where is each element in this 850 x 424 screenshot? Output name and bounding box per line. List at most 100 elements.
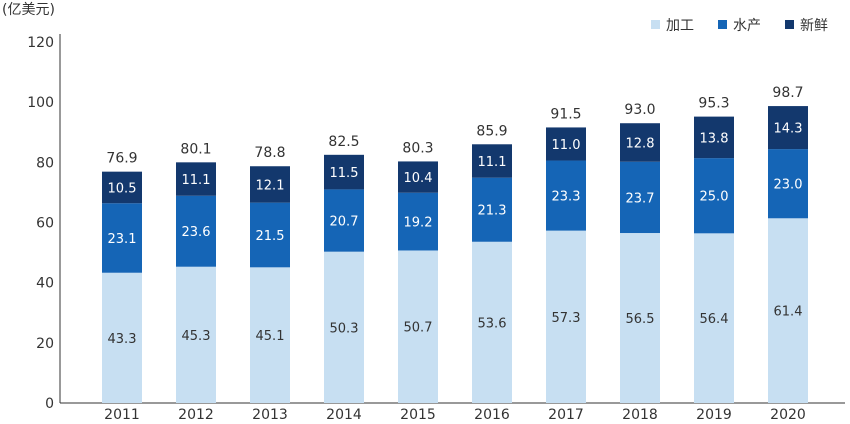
y-tick-label: 60 bbox=[36, 216, 54, 232]
bar-stack: 56.4 25.0 13.8 95.3 bbox=[694, 96, 734, 403]
data-label: 23.3 bbox=[552, 190, 581, 205]
bar-segment bbox=[176, 162, 216, 196]
x-axis: 2011 2012 2013 2014 2015 2016 2017 2018 2019 2020 bbox=[60, 402, 845, 423]
data-label: 25.0 bbox=[700, 190, 729, 205]
x-tick-label: 2012 bbox=[178, 407, 214, 423]
x-tick-label: 2020 bbox=[770, 407, 806, 423]
data-label: 10.4 bbox=[404, 171, 433, 186]
data-label: 11.0 bbox=[552, 138, 581, 153]
bar-segment bbox=[620, 123, 660, 162]
x-tick-label: 2014 bbox=[326, 407, 362, 423]
bar-segment bbox=[472, 144, 512, 178]
bar-segment bbox=[324, 189, 364, 252]
bar-segment bbox=[250, 166, 290, 203]
data-label: 23.1 bbox=[108, 232, 137, 247]
bar-stack: 61.4 23.0 14.3 98.7 bbox=[768, 85, 808, 403]
total-label: 98.7 bbox=[772, 85, 803, 101]
bar-segment bbox=[546, 127, 586, 161]
bar-segment bbox=[768, 218, 808, 403]
y-axis-unit-label: (亿美元) bbox=[2, 2, 55, 18]
data-label: 23.6 bbox=[182, 225, 211, 240]
bar-segment bbox=[472, 177, 512, 242]
legend-item: 加工 bbox=[651, 18, 694, 34]
data-label: 61.4 bbox=[774, 305, 803, 320]
total-label: 78.8 bbox=[254, 145, 285, 161]
bar-stack: 50.3 20.7 11.5 82.5 bbox=[324, 134, 364, 403]
data-label: 57.3 bbox=[552, 311, 581, 326]
bar-segment bbox=[694, 158, 734, 234]
x-tick-label: 2013 bbox=[252, 407, 288, 423]
bar-segment bbox=[250, 202, 290, 268]
bar-segment bbox=[546, 160, 586, 231]
bar-segment bbox=[398, 192, 438, 251]
bar-stack: 56.5 23.7 12.8 93.0 bbox=[620, 102, 660, 403]
data-label: 21.5 bbox=[256, 229, 285, 244]
bars-group: 43.3 23.1 10.5 76.9 45.3 23.6 11.1 80.1 45.1 21.5… bbox=[102, 85, 808, 403]
bar-segment bbox=[102, 272, 142, 403]
data-label: 11.5 bbox=[330, 166, 359, 181]
data-label: 45.3 bbox=[182, 329, 211, 344]
bar-segment bbox=[620, 161, 660, 234]
y-tick-label: 20 bbox=[36, 336, 54, 352]
data-label: 13.8 bbox=[700, 131, 729, 146]
bar-segment bbox=[398, 250, 438, 403]
total-label: 80.3 bbox=[402, 140, 433, 156]
legend-label: 加工 bbox=[666, 18, 694, 34]
data-label: 23.7 bbox=[626, 191, 655, 206]
y-tick-label: 120 bbox=[27, 35, 54, 51]
total-label: 95.3 bbox=[698, 96, 729, 112]
data-label: 23.0 bbox=[774, 178, 803, 193]
data-label: 10.5 bbox=[108, 181, 137, 196]
data-label: 11.1 bbox=[182, 173, 211, 188]
x-tick-label: 2016 bbox=[474, 407, 510, 423]
bar-segment bbox=[694, 233, 734, 403]
bar-segment bbox=[176, 266, 216, 403]
x-tick-label: 2015 bbox=[400, 407, 436, 423]
legend-label: 水产 bbox=[733, 18, 761, 34]
bar-segment bbox=[102, 203, 142, 273]
data-label: 11.1 bbox=[478, 155, 507, 170]
data-label: 45.1 bbox=[256, 329, 285, 344]
total-label: 91.5 bbox=[550, 106, 581, 122]
bar-segment bbox=[620, 233, 660, 403]
data-label: 43.3 bbox=[108, 332, 137, 347]
bar-segment bbox=[324, 251, 364, 403]
bar-stack: 43.3 23.1 10.5 76.9 bbox=[102, 151, 142, 403]
total-label: 80.1 bbox=[180, 141, 211, 157]
x-tick-label: 2011 bbox=[104, 407, 140, 423]
x-tick-label: 2019 bbox=[696, 407, 732, 423]
legend-item: 新鲜 bbox=[785, 18, 828, 34]
data-label: 14.3 bbox=[774, 122, 803, 137]
y-axis: 0 20 40 60 80 100 120 bbox=[27, 34, 61, 412]
total-label: 93.0 bbox=[624, 102, 655, 118]
y-tick-label: 80 bbox=[36, 155, 54, 171]
data-label: 19.2 bbox=[404, 216, 433, 231]
y-tick-label: 0 bbox=[45, 396, 54, 412]
x-tick-label: 2018 bbox=[622, 407, 658, 423]
bar-segment bbox=[102, 171, 142, 204]
bar-segment bbox=[398, 161, 438, 193]
bar-stack: 57.3 23.3 11.0 91.5 bbox=[546, 106, 586, 403]
bar-segment bbox=[324, 154, 364, 190]
legend-swatch bbox=[718, 20, 727, 29]
data-label: 12.1 bbox=[256, 178, 285, 193]
bar-stack: 53.6 21.3 11.1 85.9 bbox=[472, 123, 512, 403]
data-label: 56.4 bbox=[700, 312, 729, 327]
data-label: 50.7 bbox=[404, 321, 433, 336]
legend: 加工 水产 新鲜 bbox=[651, 18, 828, 34]
bar-segment bbox=[176, 195, 216, 267]
bar-stack: 45.1 21.5 12.1 78.8 bbox=[250, 145, 290, 403]
legend-label: 新鲜 bbox=[800, 18, 828, 34]
bar-segment bbox=[694, 116, 734, 159]
bar-stack: 45.3 23.6 11.1 80.1 bbox=[176, 141, 216, 403]
data-label: 50.3 bbox=[330, 321, 359, 336]
bar-segment bbox=[768, 106, 808, 150]
total-label: 76.9 bbox=[106, 151, 137, 167]
y-tick-label: 40 bbox=[36, 276, 54, 292]
total-label: 85.9 bbox=[476, 123, 507, 139]
total-label: 82.5 bbox=[328, 134, 359, 150]
data-label: 56.5 bbox=[626, 312, 655, 327]
data-label: 21.3 bbox=[478, 204, 507, 219]
data-label: 20.7 bbox=[330, 215, 359, 230]
